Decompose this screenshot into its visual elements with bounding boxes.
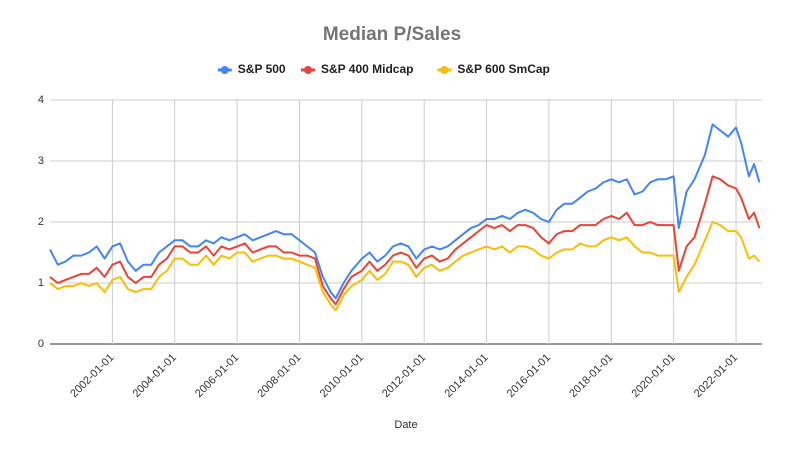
legend-marker — [220, 66, 229, 74]
x-axis-label: Date — [394, 419, 417, 431]
legend-marker — [304, 66, 312, 74]
y-tick-label: 0 — [38, 338, 44, 350]
y-tick-label: 2 — [38, 216, 44, 228]
series-line — [49, 221, 761, 312]
series-line — [49, 175, 761, 306]
chart-title: Median P/Sales — [323, 24, 461, 45]
series-line — [49, 123, 761, 300]
legend-label: S&P 600 SmCap — [457, 62, 550, 76]
y-tick-label: 1 — [38, 277, 44, 289]
legend-label: S&P 400 Midcap — [321, 62, 413, 76]
legend-marker — [440, 66, 449, 74]
legend-label: S&P 500 — [238, 62, 286, 76]
y-tick-label: 3 — [38, 155, 44, 167]
y-tick-label: 4 — [38, 94, 44, 106]
